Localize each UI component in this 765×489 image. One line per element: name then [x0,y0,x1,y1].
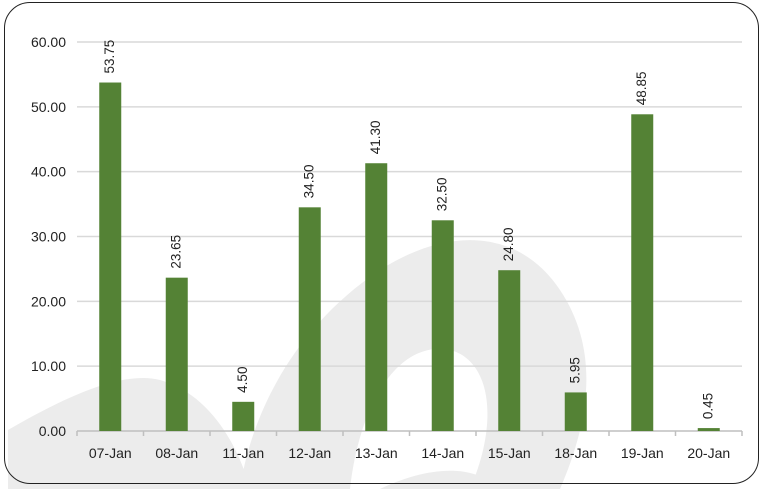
data-label: 0.45 [701,393,716,419]
y-tick-label: 60.00 [31,34,66,50]
data-label: 53.75 [102,40,117,74]
bar [298,207,321,431]
x-tick-label: 20-Jan [687,445,730,461]
x-tick-label: 14-Jan [421,445,464,461]
x-tick-label: 12-Jan [288,445,331,461]
x-tick-label: 07-Jan [89,445,132,461]
data-label: 4.50 [235,367,250,393]
data-label: 5.95 [568,357,583,383]
y-tick-label: 10.00 [31,358,66,374]
bar [99,82,122,431]
data-label: 23.65 [169,235,184,269]
data-label: 48.85 [634,71,649,105]
chart-frame [4,2,759,484]
bar [697,428,720,431]
bar [498,270,521,431]
y-tick-label: 20.00 [31,293,66,309]
x-tick-label: 13-Jan [355,445,398,461]
data-label: 34.50 [302,165,317,199]
bar [165,277,188,431]
x-tick-label: 11-Jan [222,445,264,461]
data-label: 32.50 [435,177,450,211]
data-label: 24.80 [501,227,516,261]
x-tick-label: 19-Jan [621,445,664,461]
bar [431,220,454,431]
data-label: 41.30 [368,120,383,154]
x-tick-label: 15-Jan [488,445,531,461]
x-tick-label: 18-Jan [554,445,597,461]
bar [232,401,255,431]
bar [564,392,587,431]
y-tick-label: 50.00 [31,99,66,115]
bar [631,114,654,431]
y-tick-label: 40.00 [31,164,66,180]
bar [365,163,388,431]
y-tick-label: 30.00 [31,229,66,245]
x-tick-label: 08-Jan [155,445,198,461]
y-tick-label: 0.00 [39,423,66,439]
